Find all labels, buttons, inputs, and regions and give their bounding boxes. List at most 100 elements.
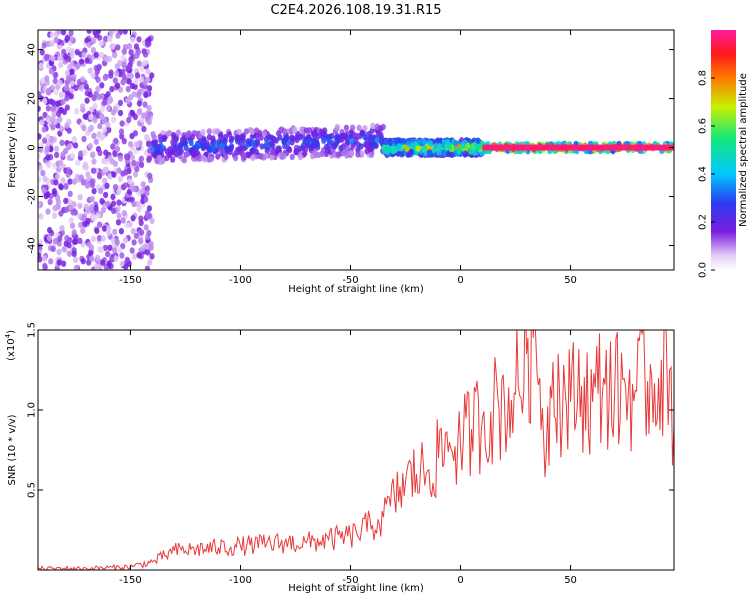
heatmap-cell (170, 156, 176, 163)
heatmap-cell (311, 138, 317, 145)
heatmap-cell (69, 222, 76, 229)
heatmap-cell (63, 182, 69, 190)
heatmap-cell (45, 208, 51, 215)
heatmap-cell (111, 246, 118, 254)
heatmap-cell (114, 70, 120, 77)
heatmap-cell (48, 68, 54, 75)
heatmap-cell (41, 187, 47, 194)
heatmap-cell (121, 61, 127, 68)
heatmap-cell (156, 143, 162, 150)
heatmap-cell (189, 133, 196, 141)
heatmap-cell (105, 200, 111, 208)
heatmap-cell (71, 229, 77, 236)
heatmap-cell (143, 91, 149, 99)
heatmap-cell (348, 150, 354, 157)
heatmap-cell (333, 134, 339, 142)
heatmap-cell (254, 138, 260, 145)
heatmap-cell (77, 202, 83, 209)
heatmap-cell (52, 212, 58, 219)
y-tick-label: 1.0 (27, 402, 38, 418)
heatmap-cell (112, 51, 118, 58)
heatmap-cell (130, 215, 136, 222)
heatmap-cell (40, 170, 46, 177)
heatmap-cell (204, 140, 210, 147)
heatmap-cell (71, 73, 77, 80)
heatmap-cell (116, 212, 122, 219)
heatmap-cell (46, 161, 52, 169)
heatmap-cell (119, 252, 125, 259)
heatmap-cell (105, 105, 112, 112)
heatmap-cell (66, 143, 72, 151)
heatmap-cell (215, 128, 221, 135)
snr-series-line (38, 330, 674, 570)
heatmap-cell (63, 147, 69, 155)
heatmap-cell (116, 167, 122, 174)
heatmap-cell (201, 136, 207, 143)
heatmap-cell (89, 255, 95, 262)
heatmap-cell (142, 101, 148, 108)
heatmap-cell (121, 48, 127, 55)
heatmap-cell (164, 148, 170, 155)
snr-frame (37, 329, 675, 571)
heatmap-cell (149, 217, 155, 225)
heatmap-cell (241, 153, 247, 160)
heatmap-cell (112, 151, 118, 158)
heatmap-cell (269, 154, 275, 161)
heatmap-cell (106, 229, 112, 237)
heatmap-cell (355, 151, 361, 158)
heatmap-cell (343, 133, 349, 140)
heatmap-cell (63, 53, 69, 60)
heatmap-cell (103, 35, 109, 43)
heatmap-cell (110, 143, 116, 150)
heatmap-cell (123, 153, 130, 160)
heatmap-cell (98, 40, 104, 47)
colorbar (711, 30, 736, 270)
heatmap-cell (134, 141, 141, 148)
heatmap-cell (38, 62, 44, 69)
heatmap-cell (50, 124, 56, 131)
heatmap-cell (73, 142, 79, 149)
heatmap-cell (453, 139, 459, 147)
heatmap-cell (421, 138, 427, 146)
heatmap-cell (51, 111, 57, 118)
heatmap-cell (83, 203, 89, 210)
heatmap-cell (109, 85, 115, 93)
heatmap-cell (99, 106, 105, 113)
heatmap-cell (91, 215, 97, 222)
heatmap-cell (92, 117, 98, 124)
heatmap-cell (87, 142, 94, 150)
heatmap-cell (129, 185, 136, 192)
heatmap-cell (82, 113, 88, 120)
heatmap-cell (147, 172, 153, 180)
heatmap-cell (440, 142, 446, 149)
heatmap-cell (50, 245, 56, 252)
heatmap-cell (84, 97, 90, 104)
heatmap-cell (45, 105, 51, 112)
y-tick-label: 0 (27, 144, 38, 150)
heatmap-cell (71, 178, 77, 185)
heatmap-cell (184, 151, 190, 158)
heatmap-cell (115, 82, 121, 89)
heatmap-cell (264, 140, 270, 147)
heatmap-cell (56, 110, 62, 118)
heatmap-cell (69, 61, 75, 68)
heatmap-cell (56, 248, 62, 256)
heatmap-cell (142, 60, 148, 67)
heatmap-cell (233, 154, 239, 162)
heatmap-cell (138, 156, 144, 163)
heatmap-cell (68, 217, 74, 224)
heatmap-cell (122, 30, 128, 35)
heatmap-cell (44, 75, 50, 82)
heatmap-cell (113, 255, 119, 262)
heatmap-cell (100, 259, 106, 266)
heatmap-cell (110, 109, 116, 116)
heatmap-cell (358, 143, 364, 150)
heatmap-cell (47, 198, 53, 206)
heatmap-cell (138, 76, 144, 83)
heatmap-cell (335, 151, 341, 158)
heatmap-cell (344, 152, 350, 159)
heatmap-cell (98, 187, 104, 195)
heatmap-cell (157, 133, 163, 140)
heatmap-cell (287, 146, 293, 153)
heatmap-cell (253, 127, 260, 134)
